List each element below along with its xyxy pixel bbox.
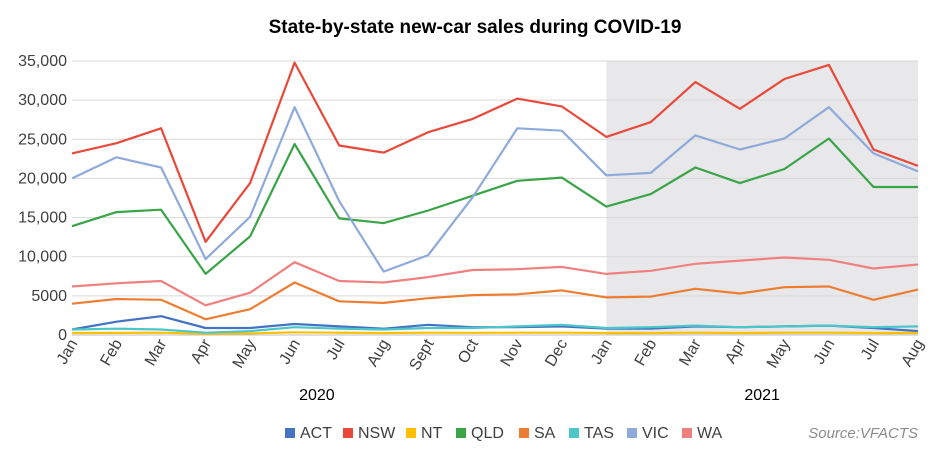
x-tick-label: Mar [142,336,171,369]
legend-swatch-wa [682,428,692,438]
chart-title: State-by-state new-car sales during COVI… [269,17,682,38]
legend-swatch-tas [569,428,579,438]
y-tick-label: 0 [58,327,67,344]
x-tick-label: Aug [364,337,393,370]
x-tick-label: Dec [542,337,571,370]
legend-label-qld: QLD [471,425,504,442]
y-tick-label: 10,000 [18,249,67,266]
legend-swatch-nsw [343,428,353,438]
y-tick-label: 20,000 [18,170,67,187]
legend-label-sa: SA [534,425,556,442]
legend: ACT NSW NT QLD SA TAS VIC WA [285,425,723,442]
year-label-2020: 2020 [299,387,335,404]
x-tick-label: Apr [188,336,216,367]
legend-swatch-qld [456,428,466,438]
legend-swatch-nt [406,428,416,438]
x-tick-label: Jul [324,337,349,363]
x-tick-label: Aug [899,337,928,370]
series-line-vic [71,106,919,273]
y-tick-label: 15,000 [18,210,67,227]
series-line-qld [71,137,918,275]
x-tick-label: Oct [455,336,482,367]
source-note: Source:VFACTS [808,425,918,442]
year-label-2021: 2021 [744,387,780,404]
x-tick-label: Sept [406,336,437,373]
legend-label-vic: VIC [642,425,669,442]
x-tick-label: May [230,337,260,372]
legend-label-nt: NT [421,425,443,442]
y-tick-label: 25,000 [18,131,67,148]
series-line-nt [71,331,918,335]
legend-swatch-vic [627,428,637,438]
y-tick-label: 30,000 [18,92,67,109]
series-line-nsw [71,61,919,243]
x-tick-label: Feb [632,336,661,368]
legend-swatch-act [285,428,295,438]
series-line-tas [71,323,919,334]
legend-label-tas: TAS [584,425,614,442]
y-tick-label: 35,000 [18,53,67,70]
x-tick-label: May [764,337,794,372]
shaded-2021-region [606,61,918,335]
y-tick-label: 5000 [31,288,67,305]
x-tick-label: Mar [676,336,705,369]
x-tick-label: Nov [498,337,527,370]
x-tick-label: Jan [588,337,616,368]
x-tick-label: Jun [276,337,304,368]
series-line-wa [71,256,919,307]
legend-label-act: ACT [300,425,332,442]
legend-label-nsw: NSW [358,425,396,442]
legend-swatch-sa [519,428,529,438]
x-tick-label: Jun [811,337,839,368]
legend-label-wa: WA [697,425,723,442]
x-tick-label: Jul [858,337,883,363]
series-line-sa [71,281,919,321]
x-tick-label: Apr [722,336,750,367]
x-tick-label: Feb [97,336,126,368]
